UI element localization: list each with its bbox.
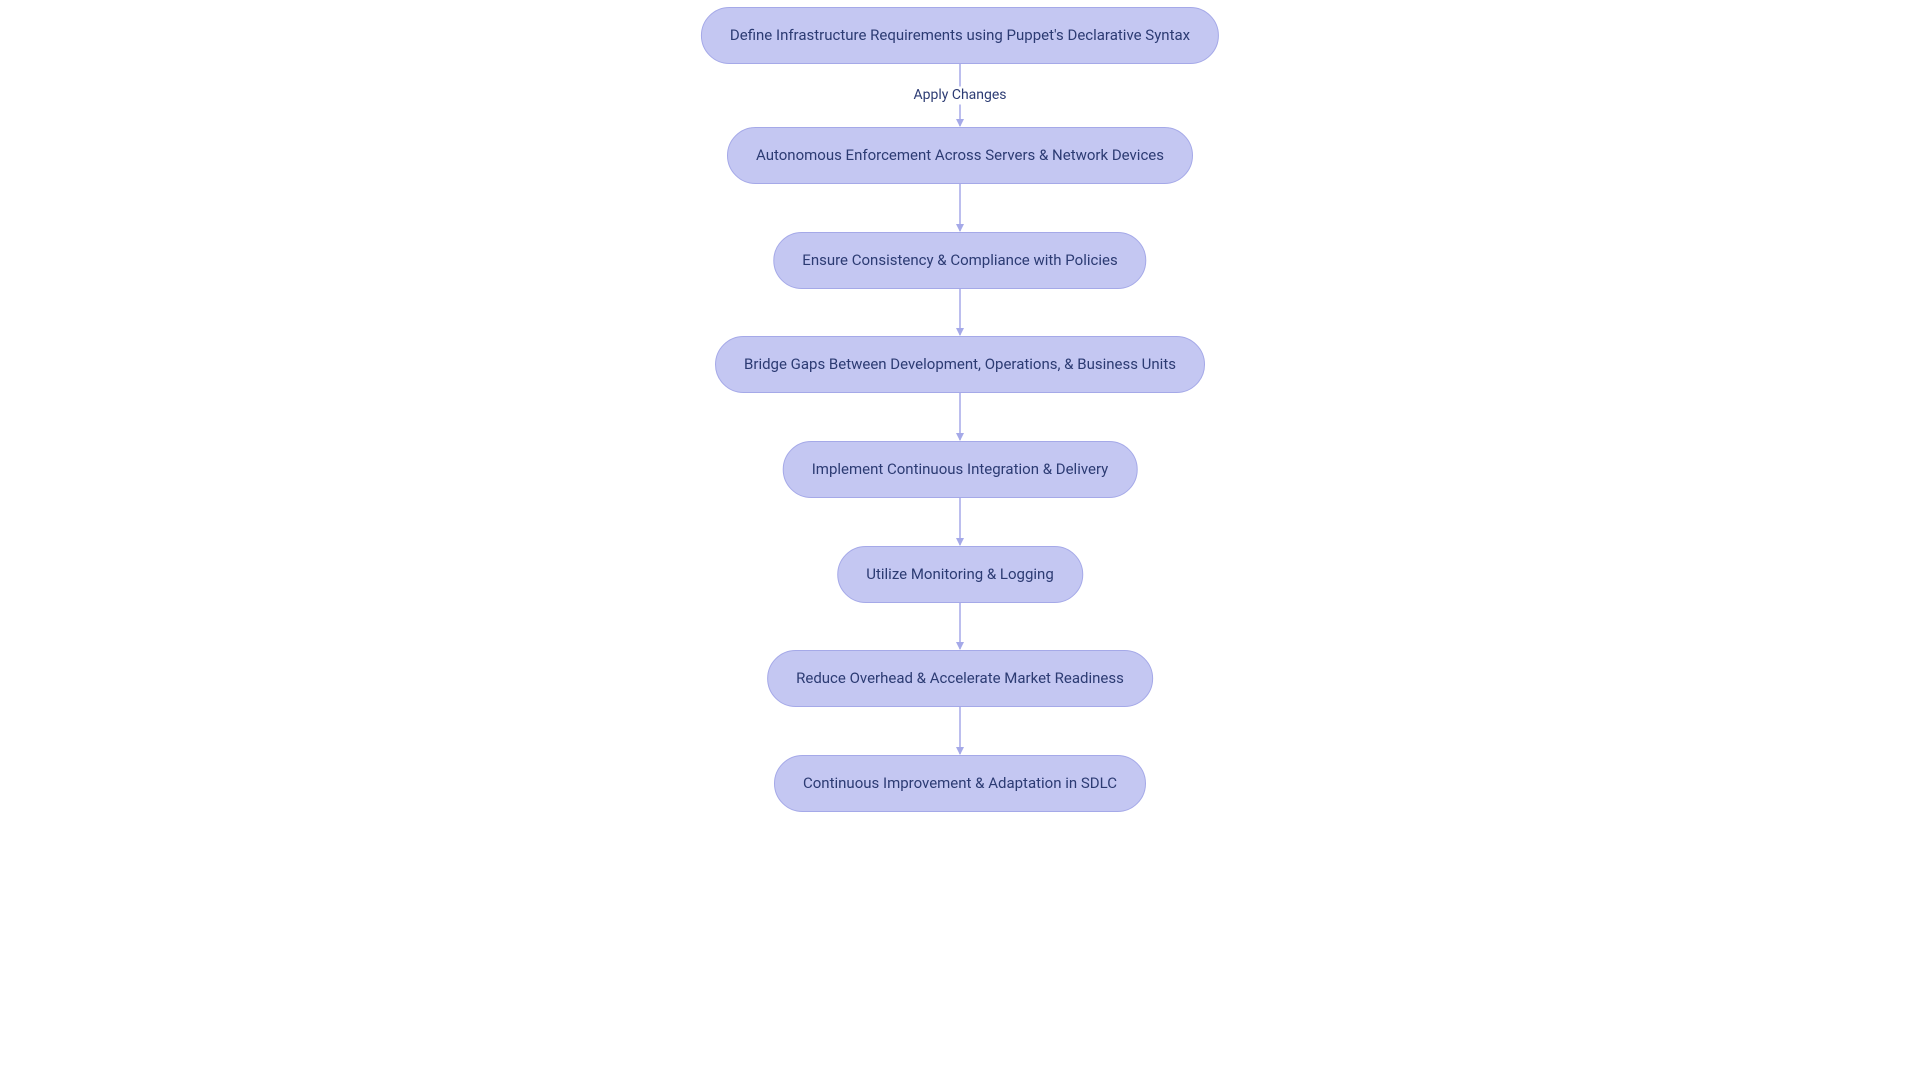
flowchart-node: Autonomous Enforcement Across Servers & … [727, 127, 1193, 184]
edge-label: Apply Changes [913, 88, 1006, 102]
flowchart-node: Ensure Consistency & Compliance with Pol… [773, 232, 1146, 289]
flowchart-node: Utilize Monitoring & Logging [837, 546, 1083, 603]
flowchart-node: Define Infrastructure Requirements using… [701, 7, 1219, 64]
flowchart-node: Implement Continuous Integration & Deliv… [783, 441, 1138, 498]
flowchart-diagram: Define Infrastructure Requirements using… [460, 0, 1460, 1080]
flowchart-node: Continuous Improvement & Adaptation in S… [774, 755, 1146, 812]
flowchart-node: Reduce Overhead & Accelerate Market Read… [767, 650, 1153, 707]
flowchart-node: Bridge Gaps Between Development, Operati… [715, 336, 1205, 393]
